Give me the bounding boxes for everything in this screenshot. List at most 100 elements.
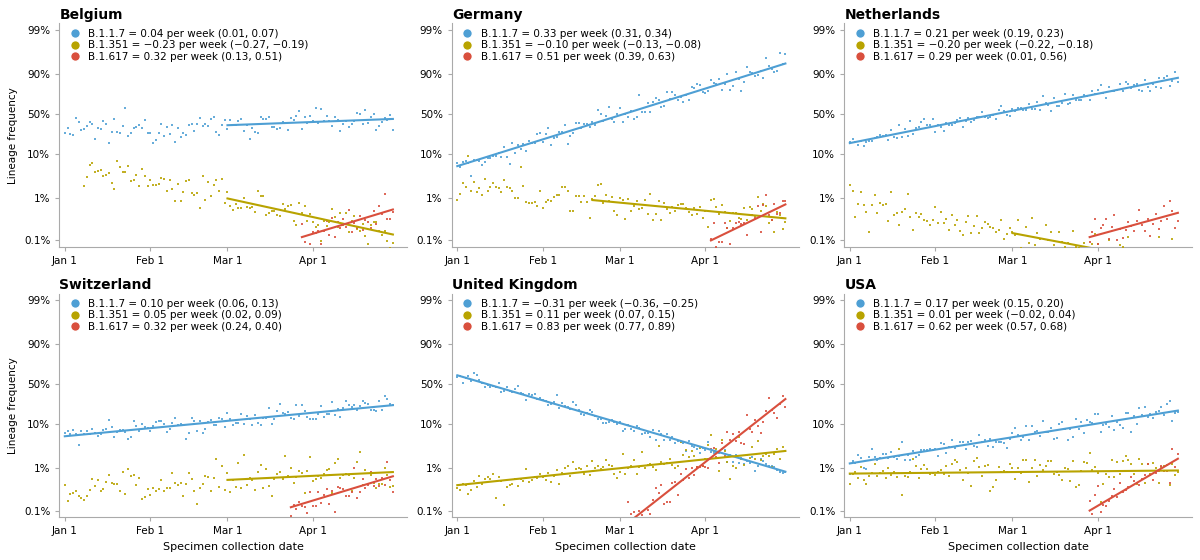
Point — [210, 482, 229, 491]
Point — [298, 253, 317, 262]
Point — [72, 125, 91, 134]
Point — [91, 124, 110, 133]
Point — [596, 111, 616, 120]
Point — [522, 475, 541, 484]
Point — [448, 159, 467, 168]
Point — [1069, 244, 1088, 253]
Point — [649, 488, 668, 497]
Point — [654, 459, 673, 468]
Point — [179, 428, 198, 437]
Point — [923, 216, 942, 225]
Point — [978, 219, 997, 228]
Point — [544, 398, 563, 407]
Point — [304, 477, 323, 486]
Point — [1135, 471, 1154, 480]
Point — [961, 482, 980, 491]
Point — [1058, 435, 1078, 444]
Point — [514, 389, 533, 398]
Point — [997, 468, 1016, 477]
Point — [976, 217, 995, 226]
Point — [918, 446, 937, 455]
Point — [773, 391, 792, 400]
X-axis label: Specimen collection date: Specimen collection date — [556, 542, 696, 552]
Point — [336, 492, 355, 501]
Point — [102, 422, 121, 431]
Point — [882, 470, 901, 479]
Point — [1039, 428, 1058, 437]
Point — [1127, 419, 1146, 428]
Point — [984, 482, 1003, 491]
Point — [163, 121, 182, 130]
Point — [751, 456, 770, 465]
Point — [704, 79, 724, 88]
Point — [846, 212, 865, 221]
Point — [1094, 88, 1114, 97]
Point — [174, 492, 193, 501]
Point — [193, 121, 212, 130]
Point — [737, 457, 756, 466]
Point — [1099, 497, 1118, 506]
Point — [677, 446, 696, 455]
Point — [884, 132, 904, 141]
Point — [536, 129, 556, 138]
Point — [524, 198, 544, 207]
Point — [740, 454, 760, 463]
Point — [1165, 470, 1184, 479]
Point — [965, 442, 984, 451]
Point — [1097, 254, 1116, 263]
Point — [265, 123, 284, 132]
Point — [1008, 464, 1027, 473]
Point — [240, 134, 259, 143]
Point — [1105, 484, 1124, 493]
Point — [1152, 217, 1171, 226]
Point — [198, 418, 217, 427]
Point — [630, 205, 649, 214]
Point — [840, 469, 859, 478]
Point — [1116, 226, 1135, 235]
Point — [210, 131, 229, 140]
Point — [605, 118, 624, 127]
Text: Switzerland: Switzerland — [59, 278, 151, 292]
Point — [1160, 264, 1180, 273]
Point — [55, 128, 74, 137]
Point — [658, 204, 677, 213]
Point — [989, 226, 1008, 235]
Point — [287, 111, 306, 120]
Point — [355, 465, 374, 474]
Point — [1122, 221, 1141, 230]
Point — [155, 175, 174, 184]
Point — [1067, 415, 1086, 424]
Point — [865, 191, 884, 200]
Point — [868, 208, 887, 217]
Point — [210, 186, 229, 195]
Point — [454, 157, 473, 166]
Point — [323, 487, 342, 496]
Point — [658, 497, 677, 506]
Point — [127, 122, 146, 131]
Point — [274, 117, 293, 126]
Text: Netherlands: Netherlands — [845, 8, 941, 22]
Point — [995, 467, 1014, 476]
Point — [895, 204, 914, 213]
Point — [1102, 86, 1121, 95]
Point — [370, 122, 389, 130]
Point — [641, 509, 660, 518]
Point — [1124, 469, 1144, 478]
Point — [715, 447, 734, 456]
Point — [842, 134, 862, 143]
Point — [756, 407, 775, 416]
Point — [1014, 433, 1033, 442]
Point — [1099, 234, 1118, 243]
Point — [762, 64, 781, 73]
Point — [1000, 111, 1019, 120]
Point — [110, 128, 130, 137]
Point — [467, 188, 486, 197]
Point — [1129, 85, 1148, 94]
Point — [626, 526, 646, 535]
Point — [756, 202, 775, 211]
Point — [380, 475, 400, 484]
Point — [956, 116, 976, 125]
Point — [1135, 76, 1154, 85]
Point — [707, 242, 726, 251]
Point — [547, 190, 566, 199]
